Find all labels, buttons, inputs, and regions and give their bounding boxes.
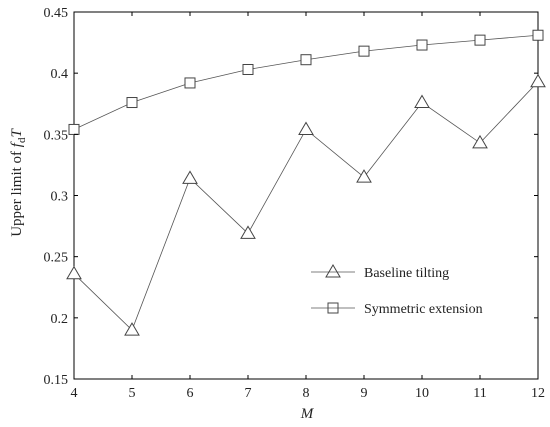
y-tick-label: 0.2: [51, 312, 69, 327]
ticks-layer: 4 5 6 7 8 9 10 11 12 0.15 0.2 0.25 0.3 0.35 0.4 0.45: [44, 6, 546, 401]
x-tick-label: 11: [473, 386, 486, 401]
data-point-triangle: [182, 170, 198, 184]
y-tick-label: 0.15: [44, 373, 69, 388]
y-tick-label: 0.35: [44, 128, 69, 143]
data-point-triangle: [530, 73, 546, 88]
data-point-square: [300, 54, 312, 66]
x-tick-label: 8: [303, 386, 310, 401]
x-tick-label: 7: [245, 386, 252, 401]
data-point-square: [126, 97, 138, 109]
data-point-square: [242, 63, 254, 75]
x-tick-label: 12: [531, 386, 545, 401]
y-tick-label: 0.45: [44, 6, 69, 21]
legend: Baseline tilting Symmetric extension: [311, 264, 483, 317]
data-point-square: [416, 39, 428, 51]
y-tick-label: 0.3: [51, 190, 69, 205]
x-tick-label: 4: [71, 386, 78, 401]
legend-marker-square: [327, 302, 339, 314]
data-point-square: [68, 123, 80, 135]
data-point-triangle: [472, 134, 488, 149]
data-point-square: [532, 29, 544, 41]
y-axis-label-sub: d: [16, 137, 28, 143]
data-point-triangle: [298, 121, 314, 135]
data-point-square: [358, 45, 370, 57]
legend-label-baseline: Baseline tilting: [364, 266, 449, 281]
y-tick-label: 0.4: [51, 67, 69, 82]
y-axis-label-var: f: [9, 141, 25, 147]
y-tick-label: 0.25: [44, 251, 69, 266]
data-point-triangle: [356, 169, 372, 183]
legend-marker-triangle: [325, 264, 341, 278]
y-axis-label: Upper limit of fdT: [9, 128, 28, 237]
plot-area: [73, 11, 539, 380]
x-tick-label: 6: [187, 386, 194, 401]
x-tick-label: 9: [361, 386, 368, 401]
legend-label-symmetric: Symmetric extension: [364, 302, 483, 317]
data-point-square: [474, 34, 486, 46]
plot-frame: [73, 11, 539, 380]
y-axis-label-suffix: T: [9, 128, 25, 138]
data-point-square: [184, 77, 196, 89]
x-axis-label: M: [300, 406, 315, 422]
data-point-triangle: [124, 322, 140, 336]
data-point-triangle: [66, 265, 82, 280]
y-axis-label-prefix: Upper limit of: [9, 147, 25, 237]
x-tick-label: 10: [415, 386, 429, 401]
data-point-triangle: [240, 225, 256, 239]
x-tick-label: 5: [129, 386, 136, 401]
data-point-triangle: [414, 94, 430, 109]
series-layer: [66, 29, 546, 336]
